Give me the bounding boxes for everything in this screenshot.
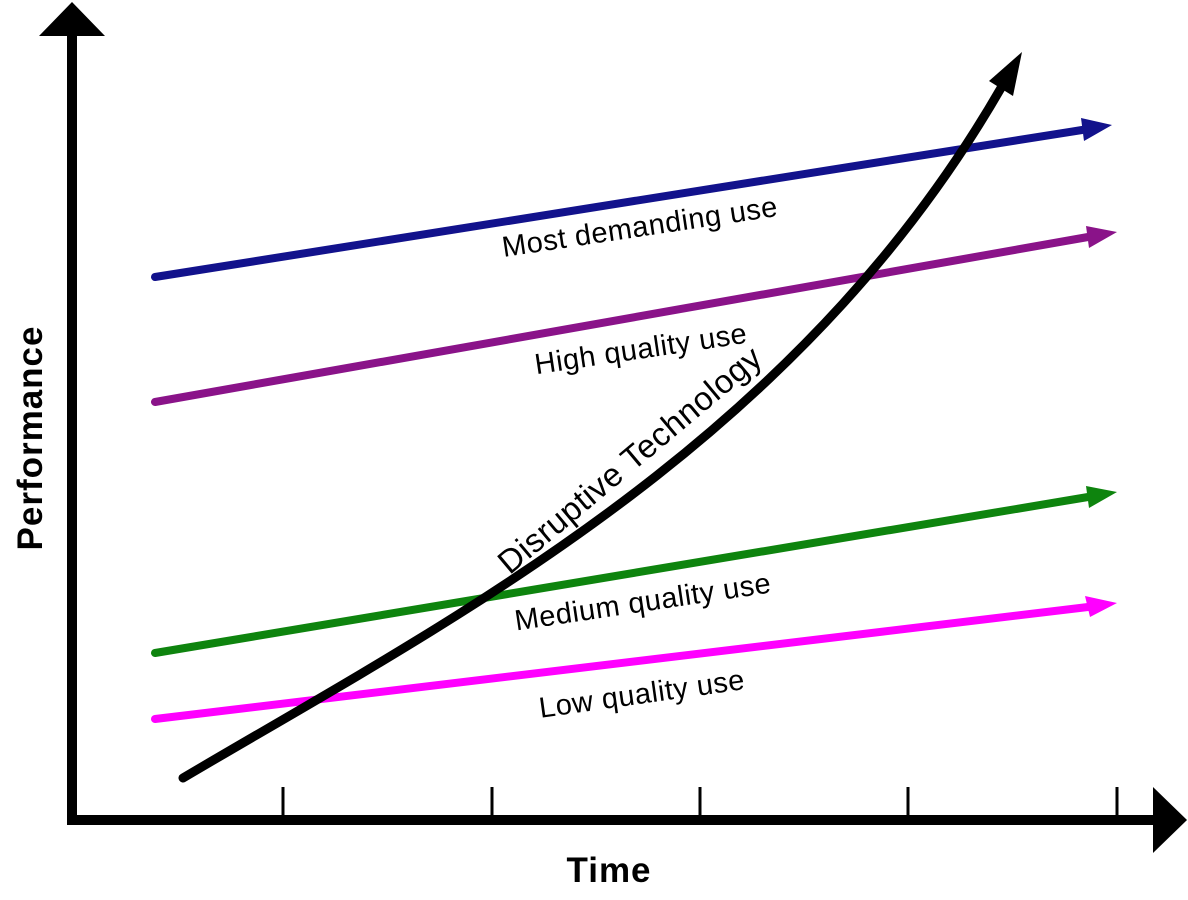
- x-axis-label: Time: [566, 851, 652, 890]
- line-high-quality-use-arrowhead: [1086, 226, 1117, 248]
- line-most-demanding-use: [151, 126, 1086, 281]
- y-axis-label: Performance: [11, 325, 50, 551]
- x-axis-ticks: [281, 787, 1119, 817]
- line-low-quality-use-arrowhead: [1085, 596, 1117, 617]
- x-axis-arrowhead: [1153, 787, 1187, 853]
- disruptive-technology-curve: [178, 83, 1006, 783]
- line-medium-quality-use: [151, 493, 1092, 657]
- disruptive-technology-arrowhead: [989, 52, 1022, 96]
- line-medium-quality-use-arrowhead: [1086, 486, 1117, 508]
- line-high-quality-use: [151, 233, 1092, 406]
- y-axis-arrowhead: [39, 2, 105, 36]
- line-most-demanding-use-arrowhead: [1081, 118, 1112, 141]
